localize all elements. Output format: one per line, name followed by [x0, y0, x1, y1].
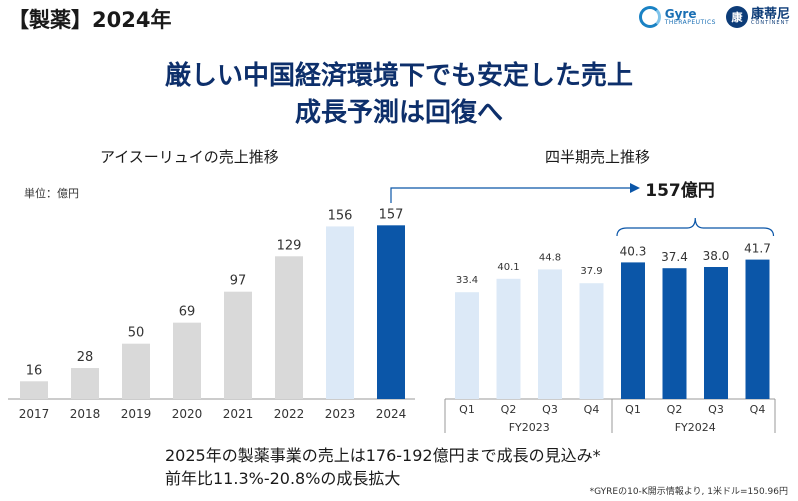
- gyre-logo-icon: [638, 6, 661, 28]
- headline-line-1: 厳しい中国経済環境下でも安定した売上: [164, 61, 633, 91]
- quarterly-bar-value-label: 40.3: [620, 244, 647, 258]
- annual-bar: [224, 291, 252, 399]
- quarterly-x-tick-label: Q3: [708, 403, 724, 416]
- connector-arrow-line: [390, 187, 630, 203]
- annual-bar-value-label: 157: [379, 207, 404, 222]
- quarterly-bar: [704, 267, 728, 399]
- quarterly-group-label: FY2023: [509, 421, 550, 434]
- quarterly-group-label: FY2024: [675, 421, 716, 434]
- quarterly-x-tick-label: Q3: [542, 403, 558, 416]
- slide-title: 【製薬】2024年: [8, 8, 172, 32]
- annual-bar: [122, 343, 150, 399]
- gyre-logo-name: Gyre: [664, 7, 697, 21]
- annual-x-tick-label: 2021: [223, 407, 254, 421]
- annual-x-tick-label: 2018: [70, 407, 101, 421]
- source-note: *GYREの10-K開示情報より, 1米ドル=150.96円: [589, 487, 788, 497]
- quarterly-bar-value-label: 33.4: [456, 275, 478, 286]
- annual-bar-value-label: 69: [179, 305, 196, 320]
- quarterly-bar: [662, 268, 687, 399]
- quarterly-bar-value-label: 44.8: [539, 252, 561, 263]
- quarterly-bar-value-label: 41.7: [744, 242, 771, 256]
- quarterly-x-tick-label: Q4: [750, 403, 766, 416]
- quarterly-x-tick-label: Q1: [459, 403, 475, 416]
- annual-bar-value-label: 16: [26, 363, 43, 378]
- quarterly-bar: [455, 292, 479, 399]
- quarterly-x-tick-label: Q1: [625, 403, 641, 416]
- annual-x-tick-label: 2020: [172, 407, 203, 421]
- continent-logo-name: 康蒂尼: [750, 7, 790, 22]
- annual-bar-value-label: 97: [230, 274, 247, 289]
- annual-bar-value-label: 129: [277, 238, 302, 253]
- annual-bar-value-label: 156: [328, 208, 353, 223]
- quarterly-bar: [621, 262, 645, 399]
- fy2024-brace: [616, 217, 775, 237]
- quarterly-bar-value-label: 40.1: [497, 262, 519, 273]
- annual-x-tick-label: 2022: [274, 407, 305, 421]
- continent-logo-icon: 康: [725, 6, 748, 28]
- annual-bar: [71, 368, 99, 399]
- annual-bar: [377, 225, 405, 399]
- annual-bar: [20, 381, 48, 399]
- quarterly-bar: [579, 283, 604, 399]
- annual-bar: [275, 256, 303, 399]
- headline-line-2: 成長予測は回復へ: [294, 98, 503, 128]
- annual-chart-title: アイスーリュイの売上推移: [100, 148, 279, 166]
- continent-logo: 康 康蒂尼 CONTINENT: [725, 6, 790, 28]
- quarterly-bar: [745, 259, 770, 399]
- gyre-logo-sub: THERAPEUTICS: [664, 19, 716, 26]
- annual-bar: [173, 322, 201, 399]
- connector-arrow-head-icon: [630, 183, 640, 193]
- quarterly-bar: [496, 278, 521, 399]
- fy2024-total-label: 157億円: [645, 180, 715, 201]
- annual-bar: [326, 226, 354, 399]
- quarterly-bar-value-label: 37.9: [580, 266, 602, 277]
- annual-x-tick-label: 2019: [121, 407, 152, 421]
- quarterly-bar-value-label: 37.4: [661, 250, 688, 264]
- quarterly-x-tick-label: Q2: [667, 403, 683, 416]
- annual-bar-value-label: 28: [77, 350, 94, 365]
- annual-x-tick-label: 2023: [325, 407, 356, 421]
- growth-text: 前年比11.3%-20.8%の成長拡大: [165, 469, 401, 488]
- gyre-logo: Gyre THERAPEUTICS: [638, 6, 716, 28]
- annual-x-tick-label: 2024: [376, 407, 407, 421]
- annual-x-tick-label: 2017: [19, 407, 50, 421]
- logo-area: Gyre THERAPEUTICS 康 康蒂尼 CONTINENT: [638, 6, 790, 28]
- quarterly-bar: [538, 269, 562, 399]
- forecast-text: 2025年の製薬事業の売上は176-192億円まで成長の見込み*: [165, 446, 601, 465]
- continent-logo-sub: CONTINENT: [750, 20, 790, 26]
- unit-label: 単位：億円: [24, 187, 79, 200]
- annual-bar-value-label: 50: [128, 326, 145, 341]
- quarterly-x-tick-label: Q4: [584, 403, 600, 416]
- quarterly-bar-value-label: 38.0: [703, 249, 730, 263]
- quarterly-chart-title: 四半期売上推移: [545, 148, 651, 166]
- quarterly-x-tick-label: Q2: [501, 403, 517, 416]
